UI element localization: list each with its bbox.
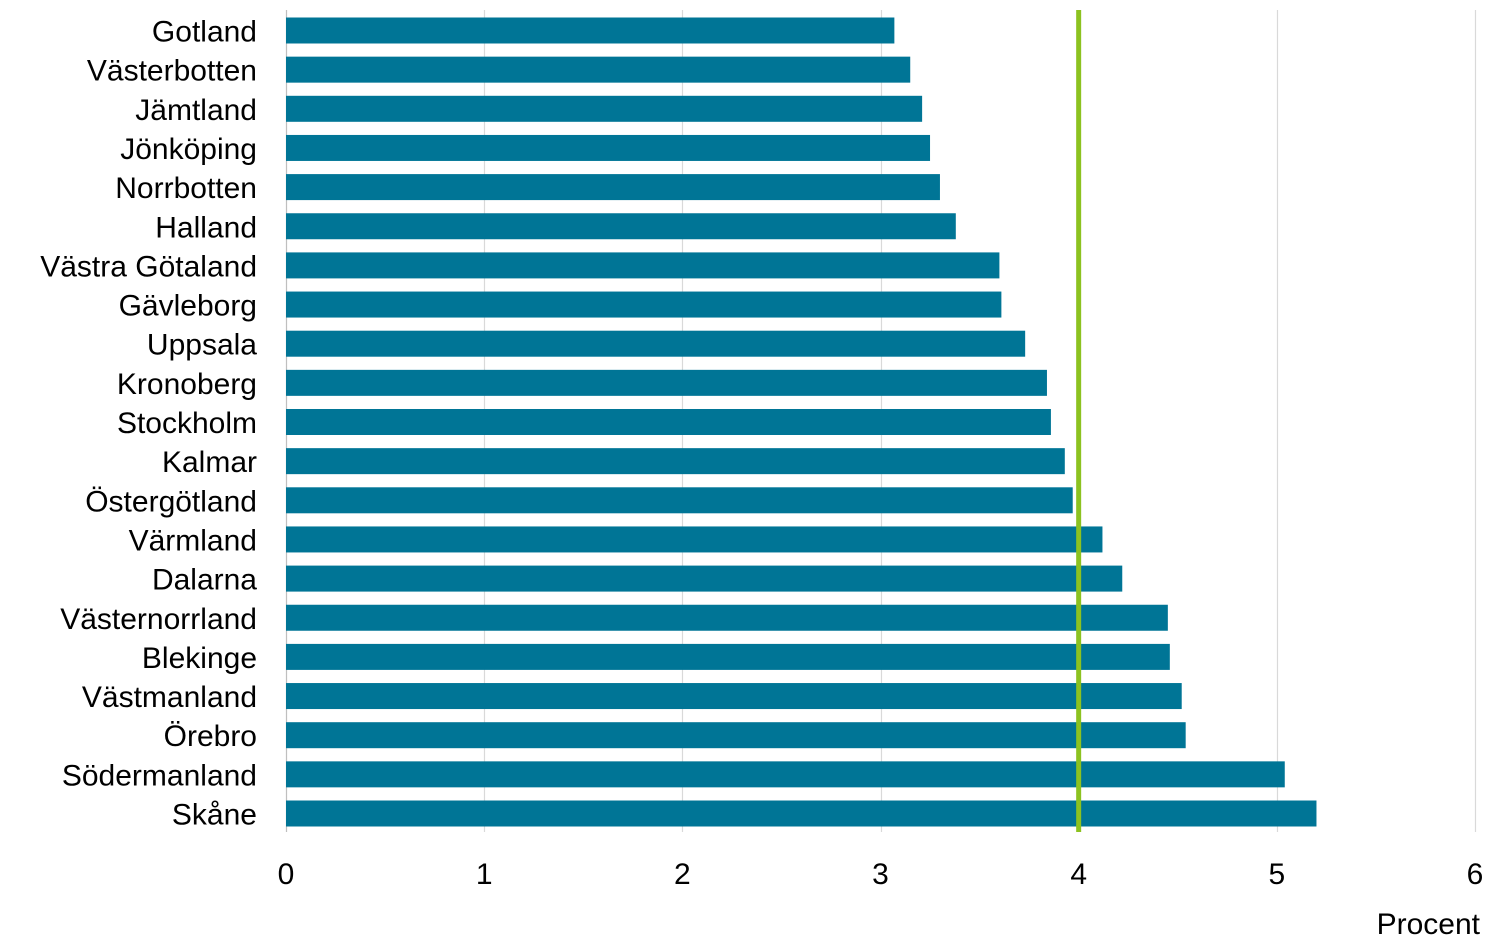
x-tick-label: 1 xyxy=(476,858,493,891)
bar-dalarna xyxy=(286,565,1123,592)
category-label: Västra Götaland xyxy=(40,250,257,283)
category-label: Norrbotten xyxy=(115,172,257,205)
category-label: Västernorrland xyxy=(60,603,257,636)
bar-blekinge xyxy=(286,643,1170,670)
category-label: Blekinge xyxy=(142,642,257,675)
bar-jämtland xyxy=(286,95,923,122)
category-labels: Gotland Västerbotten Jämtland Jönköping Norr… xyxy=(40,16,257,832)
category-label: Jönköping xyxy=(120,133,257,166)
category-label: Värmland xyxy=(129,524,257,557)
bar-västernorrland xyxy=(286,604,1168,631)
bar-västerbotten xyxy=(286,56,911,83)
bar-kalmar xyxy=(286,448,1065,475)
bar-jönköping xyxy=(286,134,931,161)
category-label: Stockholm xyxy=(117,407,257,440)
x-tick-label: 2 xyxy=(674,858,691,891)
category-label: Jämtland xyxy=(135,94,257,127)
category-label: Gävleborg xyxy=(119,290,257,323)
bar-gotland xyxy=(286,17,895,44)
bar-norrbotten xyxy=(286,174,940,201)
category-label: Gotland xyxy=(152,16,257,49)
x-tick-label: 3 xyxy=(872,858,889,891)
category-label: Västerbotten xyxy=(87,55,257,88)
bar-gävleborg xyxy=(286,291,1002,318)
bars xyxy=(286,17,1317,827)
bar-östergötland xyxy=(286,487,1073,514)
x-tick-label: 6 xyxy=(1467,858,1484,891)
category-label: Örebro xyxy=(164,720,257,753)
bar-värmland xyxy=(286,526,1103,553)
bar-västmanland xyxy=(286,683,1182,710)
x-tick-label: 5 xyxy=(1268,858,1285,891)
category-label: Västmanland xyxy=(82,681,257,714)
category-label: Södermanland xyxy=(62,759,257,792)
bar-kronoberg xyxy=(286,369,1047,396)
bar-västra-götaland xyxy=(286,252,1000,279)
bar-södermanland xyxy=(286,761,1285,788)
bar-örebro xyxy=(286,722,1186,749)
x-tick-label: 0 xyxy=(278,858,295,891)
x-axis-title: Procent xyxy=(1377,908,1481,940)
category-label: Kalmar xyxy=(162,446,257,479)
category-label: Halland xyxy=(155,211,257,244)
category-label: Skåne xyxy=(172,799,257,832)
x-tick-label: 4 xyxy=(1070,858,1087,891)
category-label: Dalarna xyxy=(152,564,257,597)
bar-skåne xyxy=(286,800,1317,827)
x-tick-labels: 0 1 2 3 4 5 6 xyxy=(278,858,1484,891)
bar-uppsala xyxy=(286,330,1026,357)
category-label: Östergötland xyxy=(85,485,257,518)
category-label: Uppsala xyxy=(147,329,257,362)
category-label: Kronoberg xyxy=(117,368,257,401)
bar-halland xyxy=(286,213,956,240)
bar-stockholm xyxy=(286,409,1051,435)
